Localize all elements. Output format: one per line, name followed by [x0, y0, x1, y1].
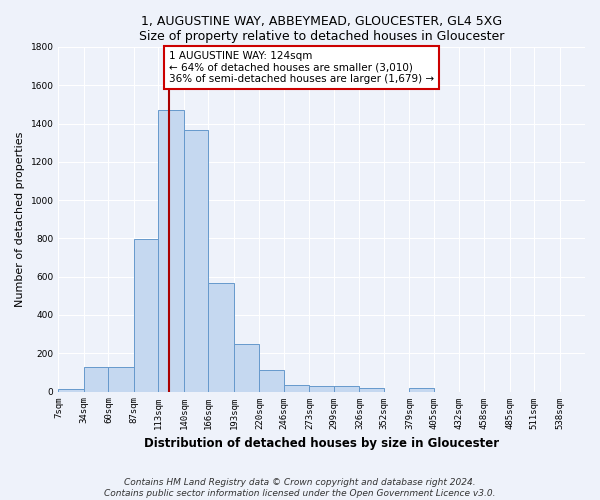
Bar: [284, 385, 310, 392]
Bar: [409, 388, 434, 392]
Text: 1 AUGUSTINE WAY: 124sqm
← 64% of detached houses are smaller (3,010)
36% of semi: 1 AUGUSTINE WAY: 124sqm ← 64% of detache…: [169, 51, 434, 84]
Bar: [158, 110, 184, 392]
X-axis label: Distribution of detached houses by size in Gloucester: Distribution of detached houses by size …: [144, 437, 499, 450]
Bar: [58, 388, 84, 392]
Bar: [184, 130, 208, 392]
Y-axis label: Number of detached properties: Number of detached properties: [15, 132, 25, 307]
Bar: [359, 388, 384, 392]
Title: 1, AUGUSTINE WAY, ABBEYMEAD, GLOUCESTER, GL4 5XG
Size of property relative to de: 1, AUGUSTINE WAY, ABBEYMEAD, GLOUCESTER,…: [139, 15, 505, 43]
Bar: [208, 284, 234, 392]
Bar: [259, 370, 284, 392]
Bar: [84, 366, 109, 392]
Bar: [310, 386, 334, 392]
Bar: [234, 344, 259, 392]
Bar: [109, 366, 134, 392]
Text: Contains HM Land Registry data © Crown copyright and database right 2024.
Contai: Contains HM Land Registry data © Crown c…: [104, 478, 496, 498]
Bar: [334, 386, 359, 392]
Bar: [134, 240, 158, 392]
